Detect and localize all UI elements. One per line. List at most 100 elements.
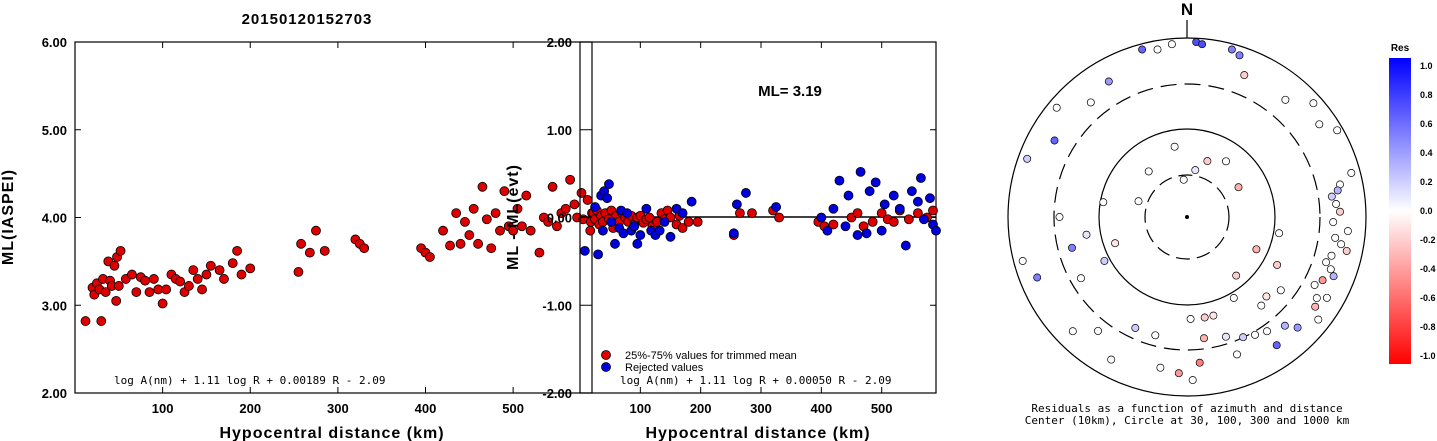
ring-1000km	[1007, 37, 1367, 397]
panel-magnitude: 100 200 300 400 500 2.00 3.00 4.00 5.00 6.00 ML(I…	[0, 35, 597, 441]
station-marker	[1023, 154, 1032, 163]
colorbar-tick-label: -0.4	[1420, 264, 1436, 274]
station-marker	[1033, 273, 1042, 282]
x-tick-label: 100	[152, 401, 174, 416]
data-point	[490, 208, 501, 219]
data-point	[109, 260, 120, 271]
data-point	[495, 225, 505, 236]
station-marker	[1018, 257, 1027, 265]
x-tick-label: 400	[811, 401, 833, 416]
station-marker	[1131, 324, 1140, 332]
x-tick-label: 300	[327, 401, 349, 416]
data-point	[232, 245, 243, 256]
station-marker	[1311, 302, 1320, 311]
data-point	[677, 223, 688, 233]
station-marker	[1234, 183, 1243, 192]
data-point	[632, 238, 643, 249]
station-marker	[1195, 358, 1204, 367]
legend: 25%-75% values for trimmed mean Rejected…	[601, 350, 797, 374]
data-point	[728, 228, 739, 239]
data-point	[113, 281, 124, 291]
colorbar-tick-label: 1.0	[1420, 61, 1433, 71]
data-point	[127, 269, 137, 280]
data-point	[201, 269, 212, 280]
ring-300km	[1053, 83, 1321, 351]
data-point	[604, 179, 614, 190]
station-marker	[1310, 280, 1319, 289]
data-point	[598, 225, 608, 236]
data-point	[912, 196, 923, 207]
station-marker	[1170, 142, 1179, 151]
station-marker	[1280, 321, 1289, 330]
station-marker	[1086, 98, 1095, 107]
station-marker	[1327, 251, 1336, 260]
y-tick-label: 1.00	[547, 123, 572, 138]
station-marker	[1263, 327, 1271, 336]
data-point	[610, 238, 620, 249]
data-point	[641, 203, 652, 214]
data-point	[659, 216, 670, 227]
data-point	[879, 199, 890, 210]
data-point	[214, 265, 225, 276]
station-marker	[1082, 230, 1091, 239]
data-point	[236, 269, 247, 280]
data-point	[864, 186, 875, 197]
station-marker	[1273, 260, 1282, 269]
colorbar-tick-label: 0.4	[1420, 148, 1433, 158]
colorbar-ticks: 1.0 0.8 0.6 0.4 0.2 0.0 -0.2 -0.4 -0.6 -0.8 -1.0	[1420, 61, 1436, 361]
data-point	[635, 230, 646, 240]
data-point	[438, 225, 448, 236]
station-marker	[1342, 246, 1351, 255]
panel-residual: 100 200 300 400 500 -2.00 -1.00 0.00 1.00 2.00 ML…	[505, 35, 941, 441]
data-point	[590, 202, 600, 212]
data-point	[822, 225, 833, 236]
data-point	[906, 186, 917, 197]
data-point	[919, 214, 929, 225]
data-point	[931, 225, 941, 236]
station-marker	[1055, 213, 1064, 221]
data-point	[100, 287, 111, 297]
station-marker	[1343, 227, 1352, 236]
legend-label-trimmed: 25%-75% values for trimmed mean	[625, 350, 797, 362]
figure-title: 20150120152703	[242, 11, 373, 28]
data-point	[644, 212, 655, 223]
data-point	[602, 193, 613, 204]
y-tick-label: 2.00	[547, 35, 572, 50]
data-point	[888, 190, 899, 201]
station-marker	[1104, 77, 1113, 86]
station-marker	[1222, 157, 1230, 166]
data-point	[184, 281, 194, 291]
data-point	[296, 238, 306, 249]
data-point	[486, 243, 497, 254]
data-point	[477, 181, 488, 192]
station-marker	[1068, 327, 1077, 336]
data-point	[774, 212, 785, 223]
data-point	[834, 175, 845, 186]
data-point	[293, 267, 304, 277]
station-marker	[1077, 274, 1085, 283]
data-point	[359, 243, 370, 254]
station-marker	[1100, 256, 1109, 265]
colorbar-tick-label: -1.0	[1420, 351, 1436, 361]
station-marker	[1186, 315, 1195, 323]
station-marker	[1232, 271, 1241, 280]
data-point	[771, 202, 782, 212]
data-point	[192, 274, 203, 284]
data-point	[115, 245, 126, 256]
station-marker	[1337, 240, 1346, 249]
y-tick-label: 2.00	[42, 386, 67, 401]
station-marker	[1094, 326, 1102, 335]
data-point	[499, 186, 510, 197]
ml-annotation: ML= 3.19	[758, 83, 822, 100]
data-point	[928, 205, 938, 216]
data-point	[816, 212, 827, 223]
data-point	[319, 245, 330, 256]
epicenter-marker	[1185, 215, 1189, 219]
data-point	[96, 316, 107, 326]
station-marker	[1174, 369, 1183, 378]
data-point	[828, 219, 839, 230]
station-marker	[1336, 207, 1344, 216]
data-point	[473, 238, 483, 249]
caption-line-1: Residuals as a function of azimuth and d…	[1031, 402, 1342, 415]
data-point	[304, 247, 315, 258]
